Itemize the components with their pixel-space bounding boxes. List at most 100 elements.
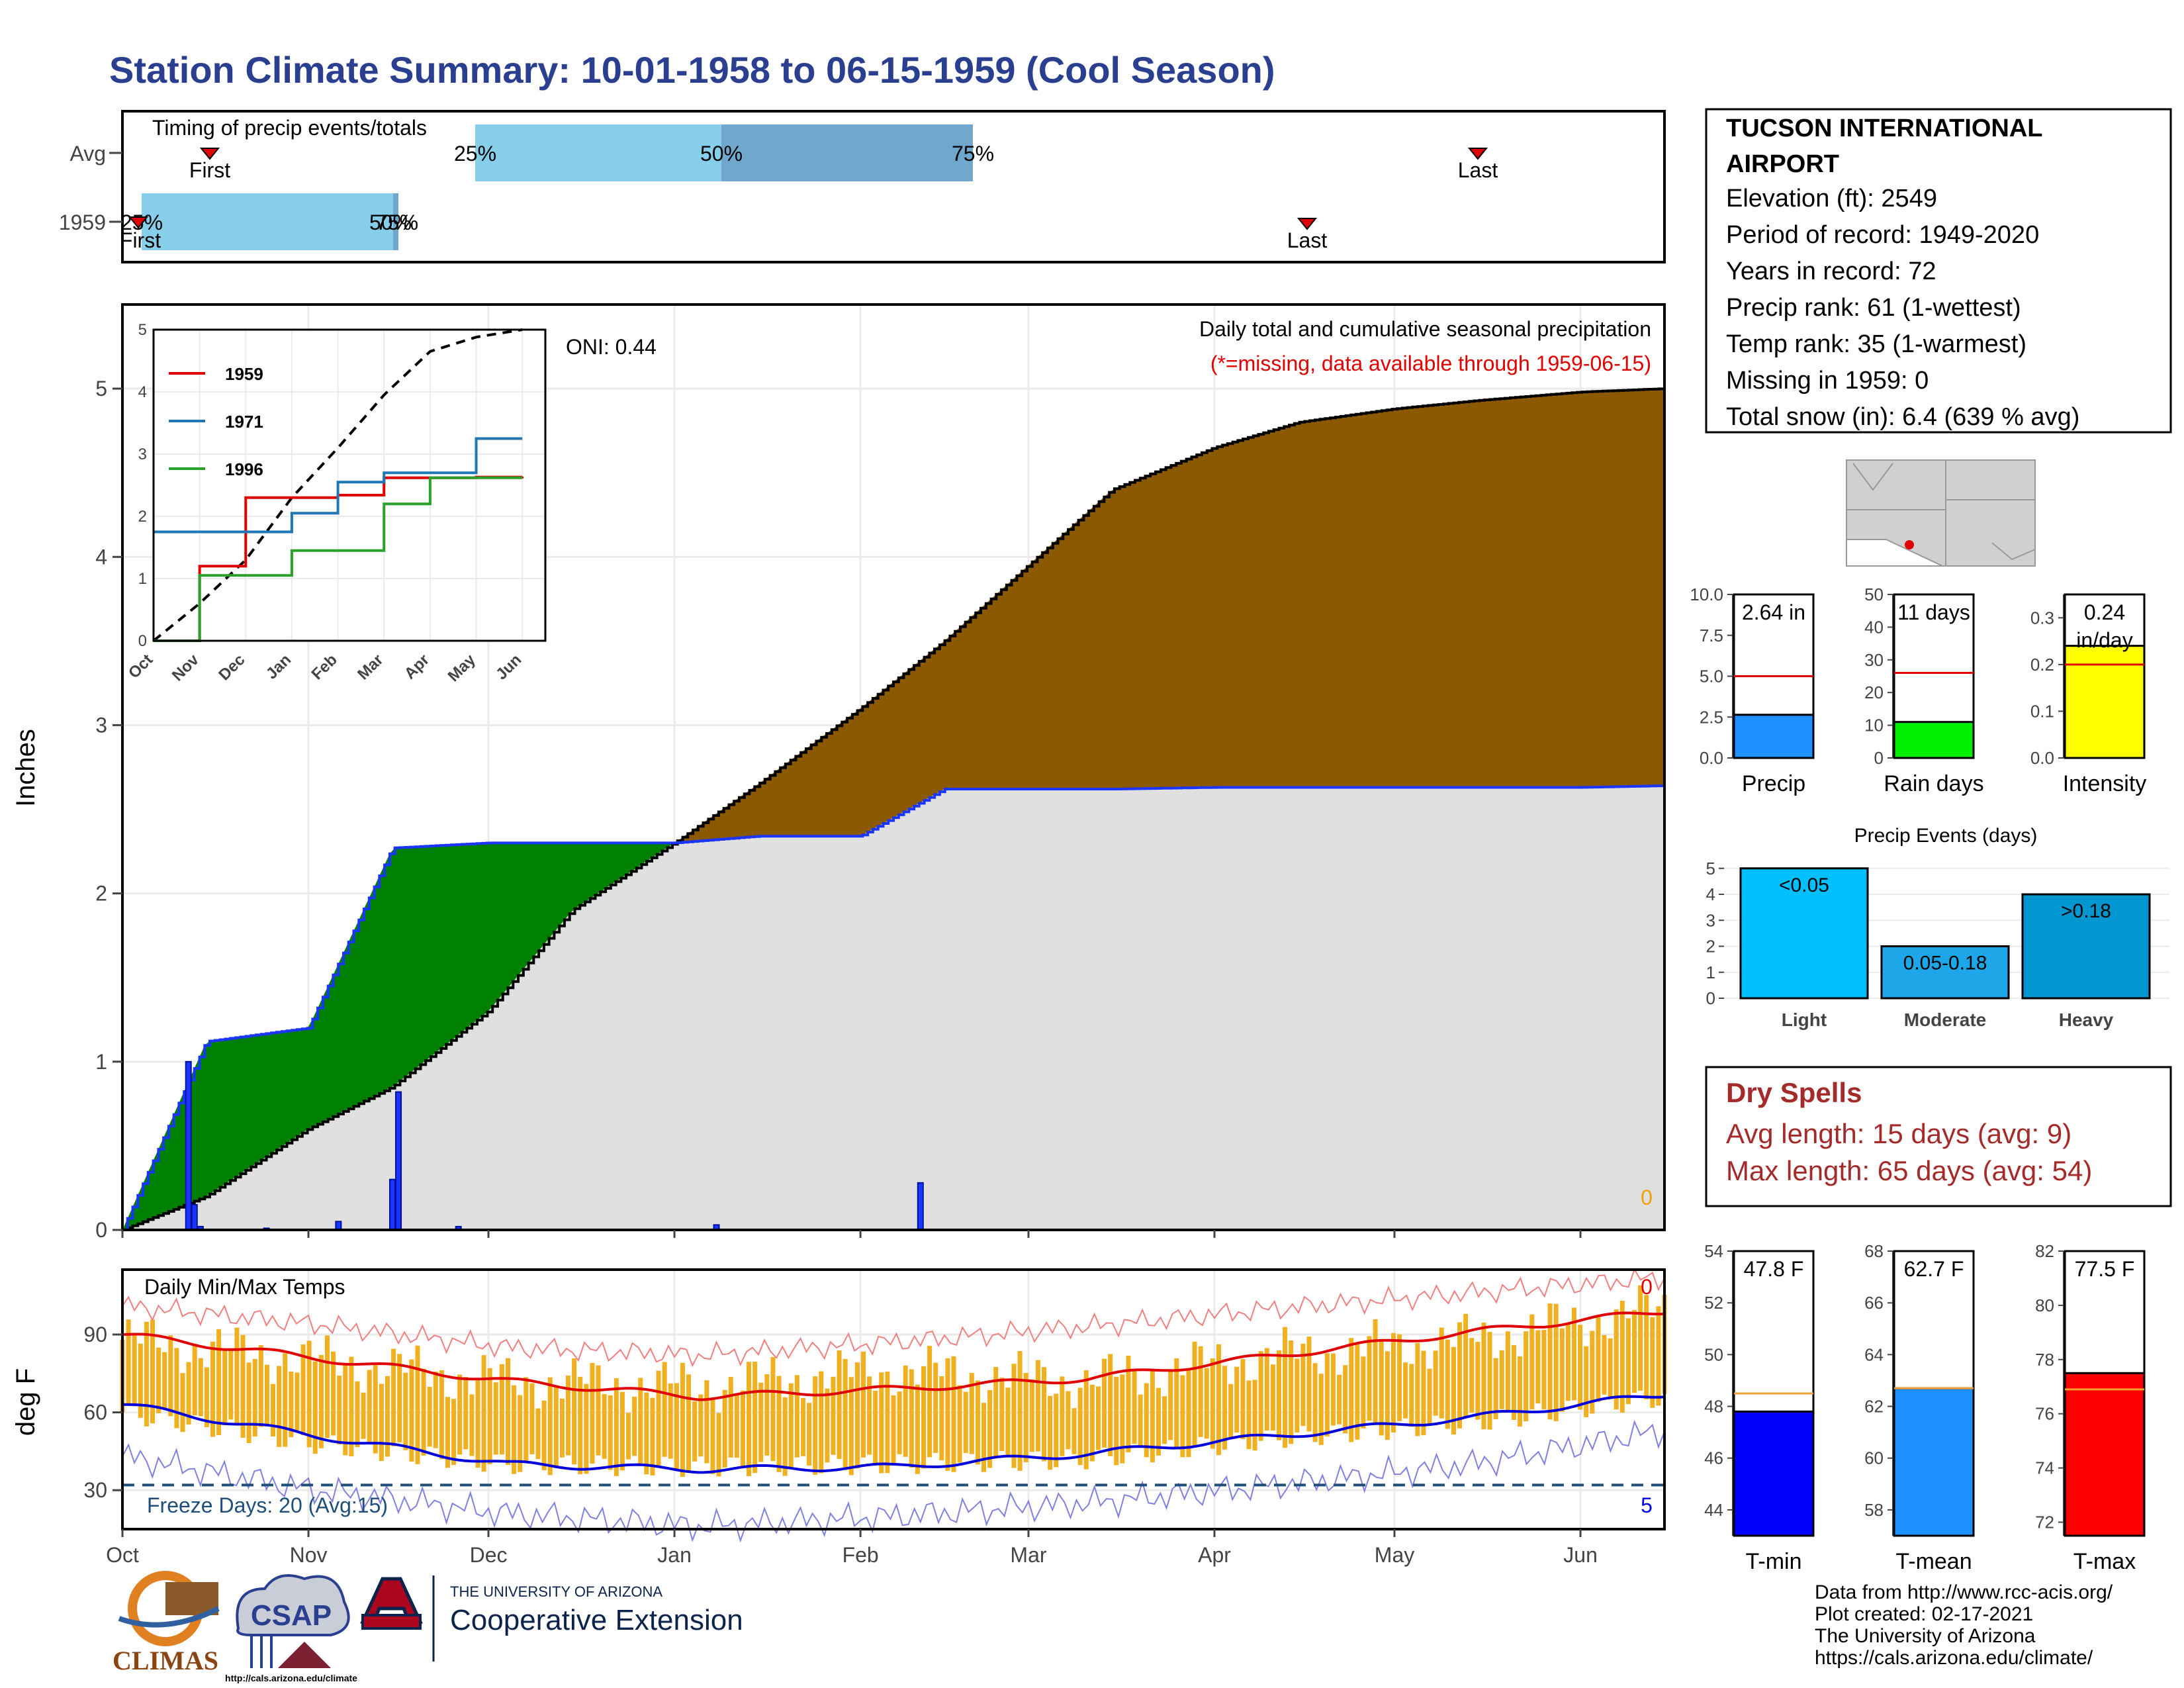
temp-day-bar (1162, 1396, 1167, 1444)
csap-url: http://cals.arizona.edu/climate (225, 1673, 357, 1683)
month-label: Jan (657, 1543, 692, 1567)
month-label: Nov (290, 1543, 328, 1567)
temp-day-bar (837, 1350, 842, 1460)
main-ytick-label: 2 (95, 882, 107, 906)
temp-day-bar (445, 1397, 450, 1468)
surplus-green-area (122, 389, 1664, 1230)
tmean-value: 62.7 F (1904, 1257, 1964, 1281)
intensity-ytick-label: 0.2 (2030, 655, 2054, 675)
temp-day-bar (957, 1385, 962, 1463)
temp-day-bar (198, 1358, 203, 1417)
temp-day-bar (686, 1374, 692, 1473)
temp-day-bar (656, 1370, 661, 1466)
temp-day-bar (228, 1350, 234, 1420)
temp-day-bar (1029, 1379, 1034, 1452)
temp-day-bar (1035, 1360, 1040, 1452)
csap-logo: CSAP http://cals.arizona.edu/climate (225, 1574, 357, 1683)
temp-day-bar (668, 1383, 673, 1459)
tmax-label: T-max (2073, 1549, 2136, 1574)
inset-line-normal (152, 328, 523, 642)
temp-day-bar (1300, 1343, 1306, 1427)
avg-q25-50-bar (475, 124, 721, 181)
temp-day-bar (800, 1397, 805, 1456)
y1959-q25-50-bar (142, 193, 393, 250)
temp-day-bar (469, 1394, 475, 1456)
temp-day-bar (234, 1327, 240, 1426)
temp-day-bar (1168, 1370, 1173, 1440)
temp-ytick-label: 30 (83, 1478, 107, 1502)
temp-day-bar (1023, 1373, 1028, 1462)
precip-corner-value: 0 (1641, 1186, 1653, 1209)
temp-day-bar (1578, 1325, 1583, 1410)
temp-day-bar (1451, 1346, 1456, 1435)
temp-day-bar (848, 1377, 854, 1476)
month-label: Dec (470, 1543, 508, 1567)
temp-day-bar (379, 1383, 384, 1462)
tmin-value: 47.8 F (1744, 1257, 1804, 1281)
temp-day-bar (1475, 1342, 1480, 1420)
temp-day-bar (1349, 1338, 1354, 1442)
avg-q50-75-bar (721, 124, 973, 181)
temp-day-bar (1499, 1350, 1504, 1409)
temp-day-bar (692, 1401, 698, 1462)
temp-day-bar (860, 1351, 866, 1458)
temp-day-bar (999, 1378, 1005, 1451)
temp-day-bar (162, 1352, 167, 1409)
dry-spells-box: Dry Spells Avg length: 15 days (avg: 9) … (1705, 1066, 2172, 1207)
observed-cumulative-line (122, 784, 1666, 1231)
temp-day-bar (1487, 1332, 1492, 1430)
raindays-ytick-label: 50 (1864, 585, 1884, 604)
temp-day-bar (566, 1376, 571, 1456)
temp-day-bar (300, 1344, 306, 1436)
timing-panel: Timing of precip events/totals Avg 1959 … (59, 110, 1666, 263)
tmean-label: T-mean (1895, 1549, 1972, 1574)
temp-day-bar (1066, 1391, 1071, 1450)
temp-day-bar (572, 1358, 577, 1465)
temp-day-bar (1048, 1395, 1053, 1470)
station-period: Period of record: 1949-2020 (1726, 221, 2039, 249)
avg-last-label: Last (1458, 158, 1498, 182)
temp-day-bar (909, 1369, 914, 1468)
temp-day-bar (776, 1376, 782, 1472)
temp-ytick-label: 60 (83, 1401, 107, 1425)
temp-day-bar (523, 1377, 529, 1462)
temp-day-bar (879, 1372, 884, 1474)
temp-day-bar (831, 1376, 836, 1455)
temp-day-bar (1421, 1350, 1426, 1436)
temp-day-bar (602, 1393, 607, 1459)
temp-day-bar (433, 1371, 438, 1448)
temp-day-bar (1132, 1370, 1137, 1444)
temp-day-bar (451, 1399, 457, 1466)
temp-day-bar (1306, 1336, 1312, 1432)
dry-spells-max: Max length: 65 days (avg: 54) (1726, 1155, 2092, 1186)
temp-day-bar (403, 1372, 408, 1450)
temp-day-bar (252, 1359, 257, 1437)
temp-day-bar (210, 1341, 216, 1437)
temp-day-bar (897, 1391, 902, 1454)
temp-day-bar (1126, 1355, 1131, 1452)
temp-frame (121, 1268, 1666, 1530)
temp-day-bar (174, 1348, 179, 1429)
temp-day-bar (680, 1362, 685, 1477)
temp-day-bar (1252, 1380, 1257, 1451)
temp-day-bar (584, 1383, 589, 1474)
temp-day-bar (186, 1362, 191, 1425)
temp-day-bar (927, 1346, 933, 1458)
record-min-line (122, 1419, 1665, 1543)
temp-day-bar (758, 1382, 764, 1462)
normal-min-line (122, 1395, 1665, 1474)
avg-first-marker (199, 148, 220, 160)
temp-day-bar (1283, 1327, 1288, 1448)
temp-day-bar (487, 1368, 492, 1464)
footer-line-4: https://cals.arizona.edu/climate/ (1815, 1647, 2093, 1669)
temp-day-bar (1403, 1362, 1408, 1419)
temp-day-bar (349, 1356, 354, 1457)
temp-day-bar (1433, 1350, 1438, 1416)
temp-day-bar (915, 1384, 920, 1474)
avg-q75-label: 75% (952, 142, 994, 165)
temp-day-bar (1397, 1334, 1402, 1421)
precip-ytick-label: 7.5 (1700, 626, 1723, 645)
temp-day-bar (427, 1387, 432, 1447)
temp-day-bar (144, 1321, 149, 1427)
temp-day-bar (1186, 1368, 1191, 1458)
